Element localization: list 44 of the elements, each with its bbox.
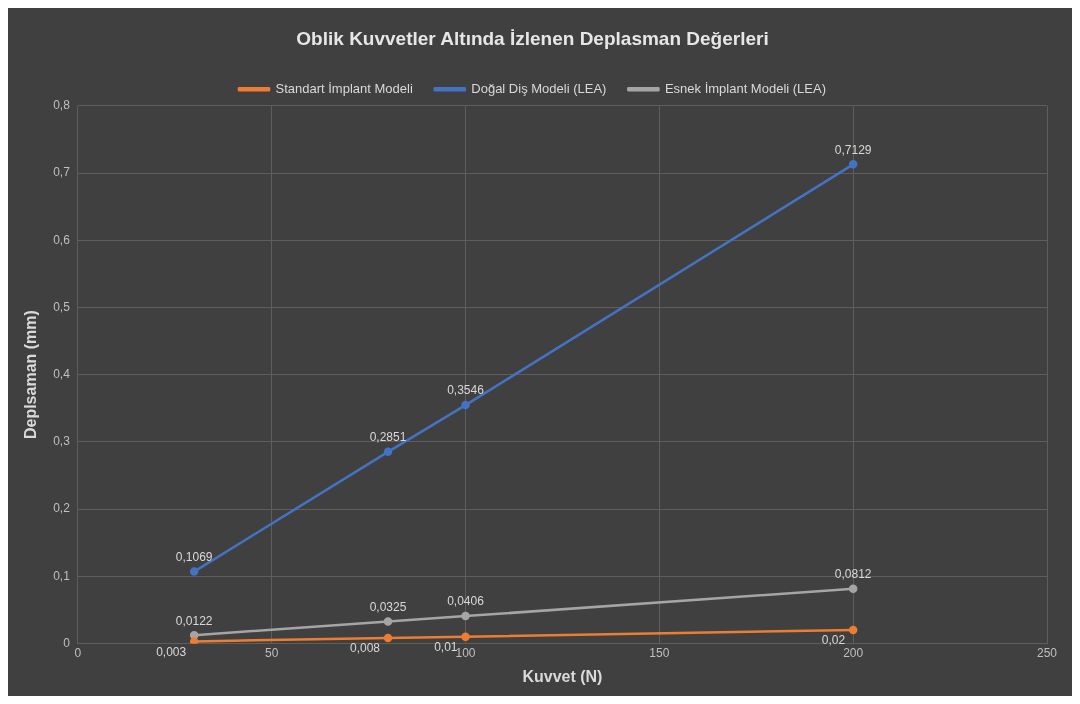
y-tick-label: 0,1 <box>53 568 71 583</box>
point <box>383 617 393 626</box>
point <box>189 567 199 576</box>
x-axis-title: Kuvvet (N) <box>522 667 603 685</box>
data-label: 0,7129 <box>834 142 872 157</box>
y-tick-label: 0,8 <box>53 98 71 113</box>
data-label: 0,0122 <box>175 613 213 628</box>
y-axis-title: Deplsaman (mm) <box>22 310 40 440</box>
data-label: 0,008 <box>349 641 381 656</box>
y-tick-label: 0,3 <box>53 434 71 449</box>
data-label: 0,1069 <box>175 549 213 564</box>
data-label: 0,2851 <box>369 430 407 445</box>
y-tick-label: 0 <box>63 635 71 650</box>
y-tick-label: 0,5 <box>53 299 71 314</box>
x-tick-label: 250 <box>1036 645 1058 660</box>
x-tick-label: 150 <box>649 645 670 660</box>
chart-title: Oblik Kuvvetler Altında İzlenen Deplasman Değerleri <box>296 27 769 49</box>
legend-label: Doğal Diş Modeli (LEA) <box>471 80 607 96</box>
legend-label: Standart İmplant Modeli <box>275 80 413 96</box>
data-label: 0,02 <box>821 633 846 648</box>
legend-label: Esnek İmplant Modeli (LEA) <box>664 80 827 96</box>
point <box>461 611 470 621</box>
point <box>848 584 858 594</box>
data-label: 0,0406 <box>447 594 485 609</box>
point <box>848 160 858 169</box>
point <box>383 633 393 643</box>
data-label: 0,0325 <box>369 599 407 614</box>
point <box>189 637 199 644</box>
data-label: 0,01 <box>434 639 458 654</box>
point <box>848 625 858 635</box>
data-label: 0,003 <box>156 644 187 659</box>
point <box>461 400 470 410</box>
x-tick-label: 100 <box>455 645 476 660</box>
y-tick-label: 0,4 <box>53 366 71 381</box>
y-tick-label: 0,2 <box>53 501 71 516</box>
x-tick-label: 0 <box>74 645 82 660</box>
point <box>383 447 393 457</box>
data-label: 0,0812 <box>834 567 872 582</box>
data-label: 0,3546 <box>447 383 485 398</box>
x-tick-label: 200 <box>843 645 864 660</box>
point <box>461 632 470 641</box>
x-tick-label: 50 <box>265 645 279 660</box>
y-tick-label: 0,6 <box>53 232 71 247</box>
y-tick-label: 0,7 <box>53 165 71 180</box>
